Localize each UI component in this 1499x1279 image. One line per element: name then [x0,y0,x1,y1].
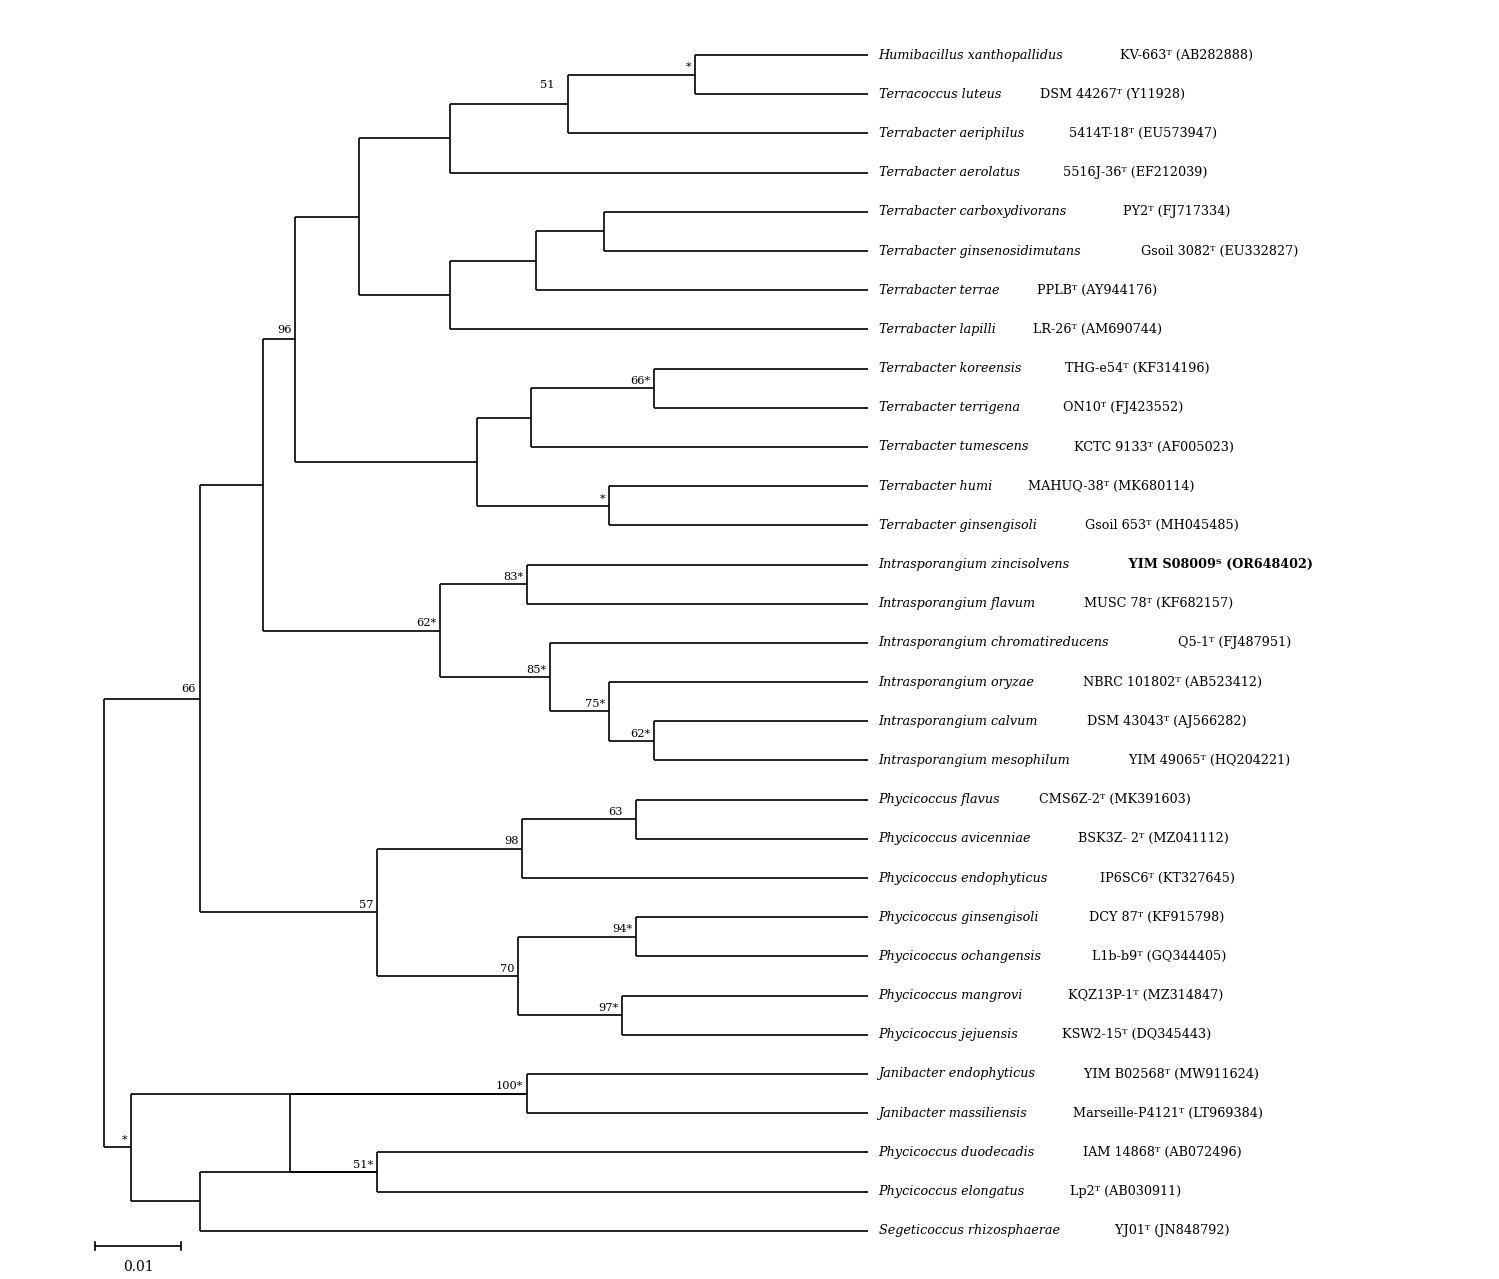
Text: Janibacter massiliensis: Janibacter massiliensis [878,1106,1027,1119]
Text: NBRC 101802ᵀ (AB523412): NBRC 101802ᵀ (AB523412) [1079,675,1262,688]
Text: Intrasporangium zincisolvens: Intrasporangium zincisolvens [878,558,1070,570]
Text: Intrasporangium chromatireducens: Intrasporangium chromatireducens [878,637,1109,650]
Text: Intrasporangium flavum: Intrasporangium flavum [878,597,1036,610]
Text: 83*: 83* [504,572,523,582]
Text: Terrabacter terrigena: Terrabacter terrigena [878,402,1019,414]
Text: Gsoil 653ᵀ (MH045485): Gsoil 653ᵀ (MH045485) [1081,519,1240,532]
Text: Terrabacter lapilli: Terrabacter lapilli [878,322,995,336]
Text: 97*: 97* [598,1003,619,1013]
Text: MAHUQ-38ᵀ (MK680114): MAHUQ-38ᵀ (MK680114) [1024,480,1195,492]
Text: 70: 70 [499,963,514,973]
Text: YJ01ᵀ (JN848792): YJ01ᵀ (JN848792) [1111,1224,1229,1237]
Text: 85*: 85* [526,665,546,675]
Text: PPLBᵀ (AY944176): PPLBᵀ (AY944176) [1033,284,1157,297]
Text: 66: 66 [181,684,196,694]
Text: Intrasporangium calvum: Intrasporangium calvum [878,715,1039,728]
Text: 96: 96 [277,325,291,335]
Text: L1b-b9ᵀ (GQ344405): L1b-b9ᵀ (GQ344405) [1088,950,1226,963]
Text: DCY 87ᵀ (KF915798): DCY 87ᵀ (KF915798) [1084,911,1223,923]
Text: Terrabacter koreensis: Terrabacter koreensis [878,362,1021,375]
Text: 75*: 75* [585,700,606,709]
Text: YIM 49065ᵀ (HQ204221): YIM 49065ᵀ (HQ204221) [1124,753,1289,767]
Text: Terrabacter ginsenosidimutans: Terrabacter ginsenosidimutans [878,244,1081,257]
Text: 5516J-36ᵀ (EF212039): 5516J-36ᵀ (EF212039) [1060,166,1208,179]
Text: 62*: 62* [630,729,651,738]
Text: 98: 98 [504,836,519,847]
Text: *: * [685,63,691,73]
Text: LR-26ᵀ (AM690744): LR-26ᵀ (AM690744) [1028,322,1162,336]
Text: Gsoil 3082ᵀ (EU332827): Gsoil 3082ᵀ (EU332827) [1138,244,1298,257]
Text: THG-e54ᵀ (KF314196): THG-e54ᵀ (KF314196) [1061,362,1210,375]
Text: ON10ᵀ (FJ423552): ON10ᵀ (FJ423552) [1060,402,1184,414]
Text: Phycicoccus flavus: Phycicoccus flavus [878,793,1000,806]
Text: 5414T-18ᵀ (EU573947): 5414T-18ᵀ (EU573947) [1064,127,1217,139]
Text: Phycicoccus jejuensis: Phycicoccus jejuensis [878,1028,1018,1041]
Text: KSW2-15ᵀ (DQ345443): KSW2-15ᵀ (DQ345443) [1058,1028,1211,1041]
Text: Terrabacter humi: Terrabacter humi [878,480,992,492]
Text: Phycicoccus mangrovi: Phycicoccus mangrovi [878,989,1022,1001]
Text: Terrabacter carboxydivorans: Terrabacter carboxydivorans [878,206,1066,219]
Text: DSM 44267ᵀ (Y11928): DSM 44267ᵀ (Y11928) [1036,88,1184,101]
Text: Segeticoccus rhizosphaerae: Segeticoccus rhizosphaerae [878,1224,1060,1237]
Text: Humibacillus xanthopallidus: Humibacillus xanthopallidus [878,49,1063,61]
Text: Phycicoccus duodecadis: Phycicoccus duodecadis [878,1146,1034,1159]
Text: Phycicoccus ginsengisoli: Phycicoccus ginsengisoli [878,911,1039,923]
Text: 66*: 66* [630,376,651,386]
Text: Phycicoccus avicenniae: Phycicoccus avicenniae [878,833,1031,845]
Text: Lp2ᵀ (AB030911): Lp2ᵀ (AB030911) [1066,1186,1181,1198]
Text: Terrabacter tumescens: Terrabacter tumescens [878,440,1028,454]
Text: IP6SC6ᵀ (KT327645): IP6SC6ᵀ (KT327645) [1096,871,1235,885]
Text: 62*: 62* [417,618,436,628]
Text: YIM B02568ᵀ (MW911624): YIM B02568ᵀ (MW911624) [1079,1068,1259,1081]
Text: KV-663ᵀ (AB282888): KV-663ᵀ (AB282888) [1115,49,1253,61]
Text: 51: 51 [541,81,555,90]
Text: Phycicoccus elongatus: Phycicoccus elongatus [878,1186,1025,1198]
Text: YIM S08009ᵀ (OR648402): YIM S08009ᵀ (OR648402) [1124,558,1313,570]
Text: KCTC 9133ᵀ (AF005023): KCTC 9133ᵀ (AF005023) [1070,440,1234,454]
Text: Q5-1ᵀ (FJ487951): Q5-1ᵀ (FJ487951) [1174,637,1292,650]
Text: Intrasporangium oryzae: Intrasporangium oryzae [878,675,1034,688]
Text: 51*: 51* [354,1160,373,1169]
Text: BSK3Z- 2ᵀ (MZ041112): BSK3Z- 2ᵀ (MZ041112) [1075,833,1229,845]
Text: Terrabacter aeriphilus: Terrabacter aeriphilus [878,127,1024,139]
Text: 100*: 100* [496,1081,523,1091]
Text: Intrasporangium mesophilum: Intrasporangium mesophilum [878,753,1070,767]
Text: DSM 43043ᵀ (AJ566282): DSM 43043ᵀ (AJ566282) [1084,715,1247,728]
Text: *: * [121,1134,127,1145]
Text: Janibacter endophyticus: Janibacter endophyticus [878,1068,1036,1081]
Text: Phycicoccus endophyticus: Phycicoccus endophyticus [878,871,1048,885]
Text: Terrabacter ginsengisoli: Terrabacter ginsengisoli [878,519,1036,532]
Text: *: * [600,494,606,504]
Text: 63: 63 [609,807,624,817]
Text: 94*: 94* [612,925,633,935]
Text: Marseille-P4121ᵀ (LT969384): Marseille-P4121ᵀ (LT969384) [1069,1106,1264,1119]
Text: 0.01: 0.01 [123,1261,153,1274]
Text: Terrabacter terrae: Terrabacter terrae [878,284,998,297]
Text: 57: 57 [358,900,373,909]
Text: PY2ᵀ (FJ717334): PY2ᵀ (FJ717334) [1118,206,1231,219]
Text: CMS6Z-2ᵀ (MK391603): CMS6Z-2ᵀ (MK391603) [1034,793,1190,806]
Text: MUSC 78ᵀ (KF682157): MUSC 78ᵀ (KF682157) [1081,597,1234,610]
Text: KQZ13P-1ᵀ (MZ314847): KQZ13P-1ᵀ (MZ314847) [1064,989,1223,1001]
Text: Phycicoccus ochangensis: Phycicoccus ochangensis [878,950,1042,963]
Text: Terracoccus luteus: Terracoccus luteus [878,88,1001,101]
Text: Terrabacter aerolatus: Terrabacter aerolatus [878,166,1019,179]
Text: IAM 14868ᵀ (AB072496): IAM 14868ᵀ (AB072496) [1079,1146,1241,1159]
